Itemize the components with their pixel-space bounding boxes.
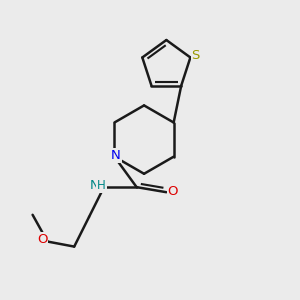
Text: N: N [111, 149, 121, 162]
Text: O: O [168, 185, 178, 198]
Text: S: S [191, 49, 200, 62]
Text: H: H [97, 179, 106, 192]
Text: O: O [37, 233, 47, 246]
Text: N: N [90, 179, 100, 192]
